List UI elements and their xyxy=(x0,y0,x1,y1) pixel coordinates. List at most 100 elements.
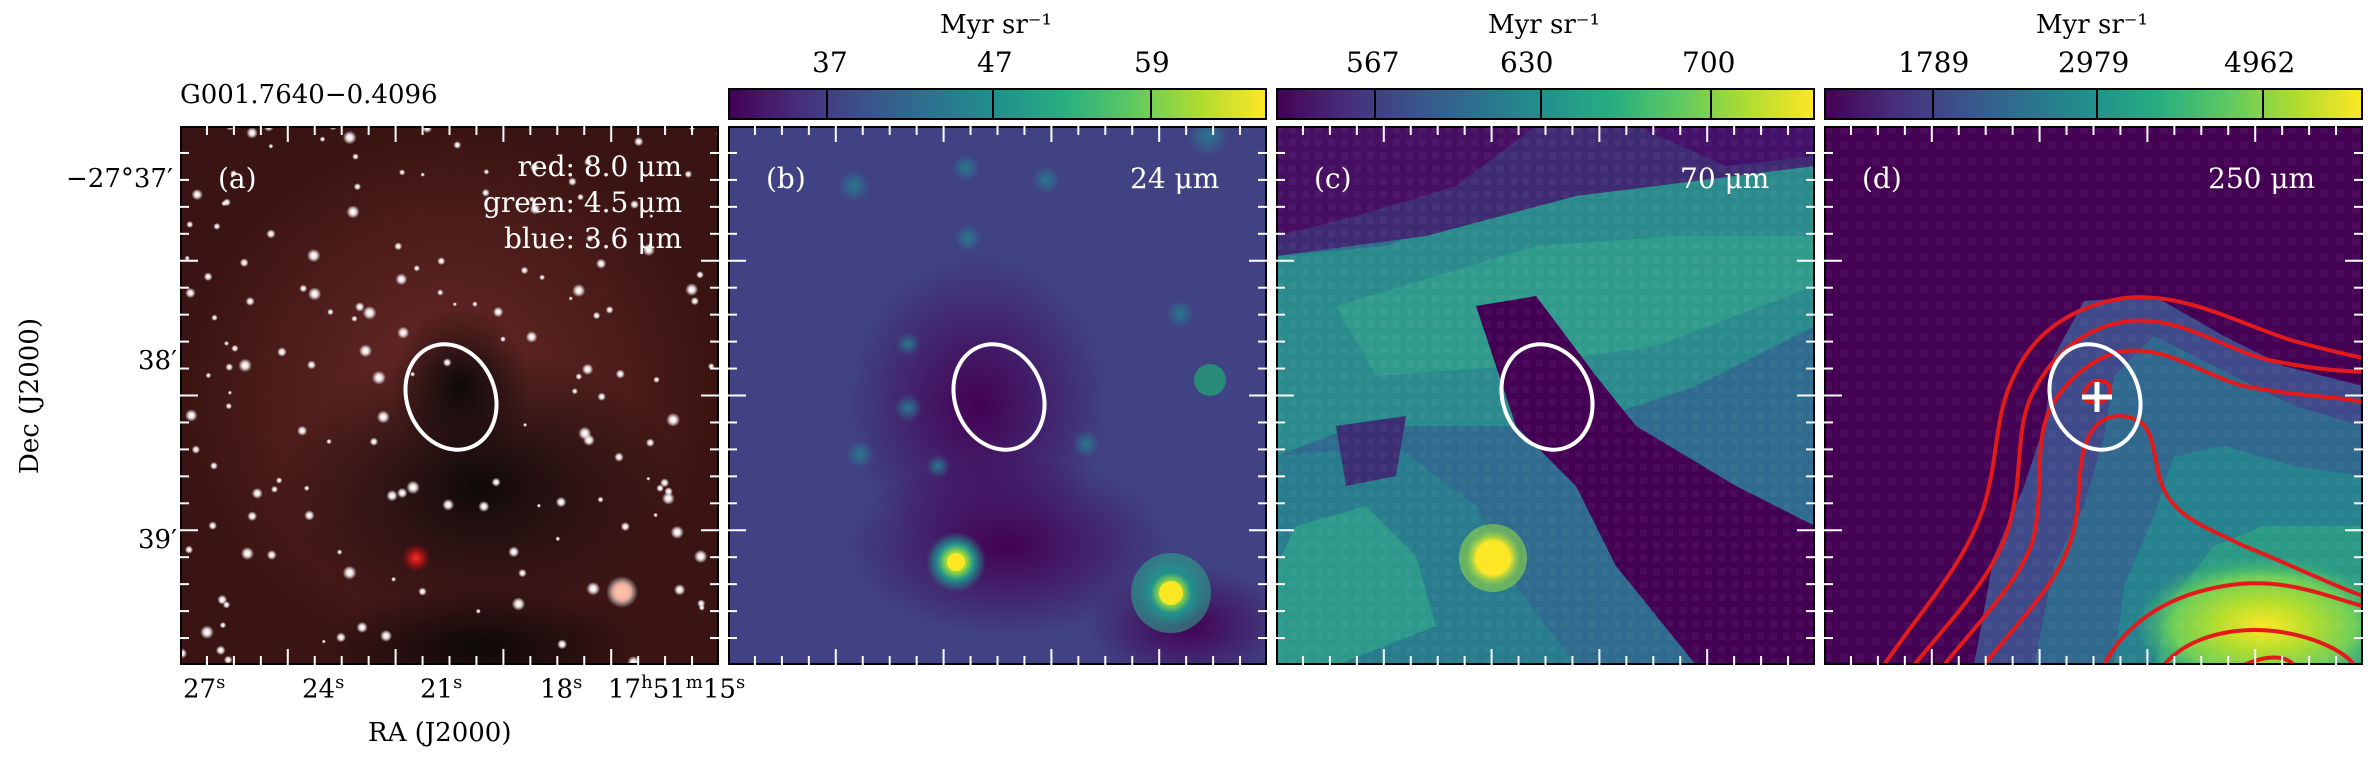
star-point xyxy=(225,402,232,410)
star-point xyxy=(219,598,224,604)
star-point xyxy=(453,141,462,149)
colorbar-c-unit: Myr sr⁻¹ xyxy=(1488,10,1600,40)
star-point xyxy=(186,221,194,228)
star-point xyxy=(353,183,361,191)
star-point xyxy=(420,172,425,177)
star-point xyxy=(511,597,526,611)
star-point xyxy=(520,266,529,275)
star-point xyxy=(238,358,252,373)
star-point xyxy=(478,501,490,512)
panel-d-band: 250 μm xyxy=(2208,162,2316,195)
panel-d-250um-map xyxy=(1824,126,2363,665)
star-point xyxy=(597,392,606,401)
panel-c-image xyxy=(1276,126,1815,665)
star-point xyxy=(371,370,386,385)
star-point xyxy=(597,496,604,503)
star-point xyxy=(442,358,452,367)
star-point xyxy=(213,222,221,230)
star-point xyxy=(437,257,446,266)
panel-b-label: (b) xyxy=(766,162,806,195)
star-point xyxy=(231,344,239,352)
star-point xyxy=(397,326,410,339)
panel-c-70um-map xyxy=(1276,126,1815,665)
star-point xyxy=(326,438,332,445)
star-point xyxy=(219,622,227,629)
star-point xyxy=(222,601,231,609)
star-point xyxy=(297,425,308,436)
star-point xyxy=(307,248,321,263)
star-point xyxy=(266,229,276,239)
colorbar-d-tick-2: 2979 xyxy=(2058,46,2130,79)
star-point xyxy=(299,284,308,293)
star-point xyxy=(605,306,614,314)
star-point xyxy=(351,315,358,322)
star-point xyxy=(649,214,654,219)
star-point xyxy=(690,296,699,306)
panel-b-image xyxy=(728,126,1267,665)
star-point xyxy=(362,306,377,320)
panel-c-label: (c) xyxy=(1314,162,1352,195)
colorbar-d-tick-3: 4962 xyxy=(2224,46,2296,79)
colorbar-b-tick-3: 59 xyxy=(1134,46,1170,79)
star-point xyxy=(645,438,655,448)
star-point xyxy=(615,369,625,379)
star-point xyxy=(352,153,359,160)
star-point xyxy=(662,492,675,505)
star-point xyxy=(653,512,658,518)
star-point xyxy=(642,243,655,257)
star-point xyxy=(452,302,457,307)
star-point xyxy=(185,287,196,299)
star-point xyxy=(568,177,577,186)
star-point xyxy=(536,503,541,508)
star-point xyxy=(275,477,283,484)
star-point xyxy=(397,487,408,499)
star-point xyxy=(247,511,258,522)
star-point xyxy=(646,476,651,481)
star-point xyxy=(369,437,379,446)
star-point xyxy=(584,157,593,166)
star-point xyxy=(224,340,229,346)
colorbar-b-tick-1: 37 xyxy=(812,46,848,79)
y-axis-label: Dec (J2000) xyxy=(15,318,45,474)
star-point xyxy=(380,629,393,642)
star-point xyxy=(225,363,234,371)
star-point xyxy=(577,193,584,201)
star-point xyxy=(308,287,322,301)
star-point xyxy=(230,170,238,178)
star-point xyxy=(568,296,573,301)
star-point xyxy=(571,388,578,395)
star-point xyxy=(529,203,541,215)
star-point xyxy=(210,461,218,470)
star-point xyxy=(491,477,501,487)
star-point xyxy=(227,390,232,395)
star-point xyxy=(240,547,254,560)
panel-d-label: (d) xyxy=(1862,162,1902,195)
colorbar-c-tick-1: 567 xyxy=(1346,46,1400,79)
star-point xyxy=(508,546,520,558)
star-point xyxy=(555,536,561,542)
star-point xyxy=(203,272,213,282)
star-point xyxy=(223,655,233,665)
star-point xyxy=(528,196,535,203)
star-point xyxy=(391,576,397,582)
rgb-legend-green: green: 4.5 μm xyxy=(483,186,682,219)
star-point xyxy=(708,363,715,370)
star-point xyxy=(239,258,249,268)
star-point xyxy=(614,452,624,462)
star-point xyxy=(336,632,346,643)
star-point xyxy=(246,127,258,139)
star-point xyxy=(359,344,372,358)
star-point xyxy=(583,434,595,446)
star-point xyxy=(555,496,567,508)
star-point xyxy=(413,265,420,272)
star-point xyxy=(191,445,201,454)
star-point xyxy=(277,347,287,357)
star-point xyxy=(185,409,198,422)
colorbar-d xyxy=(1824,88,2363,120)
star-point xyxy=(539,274,545,281)
star-point xyxy=(437,289,444,296)
star-point xyxy=(666,412,680,427)
star-point xyxy=(500,336,506,342)
star-point xyxy=(684,170,693,178)
star-point xyxy=(376,410,390,424)
